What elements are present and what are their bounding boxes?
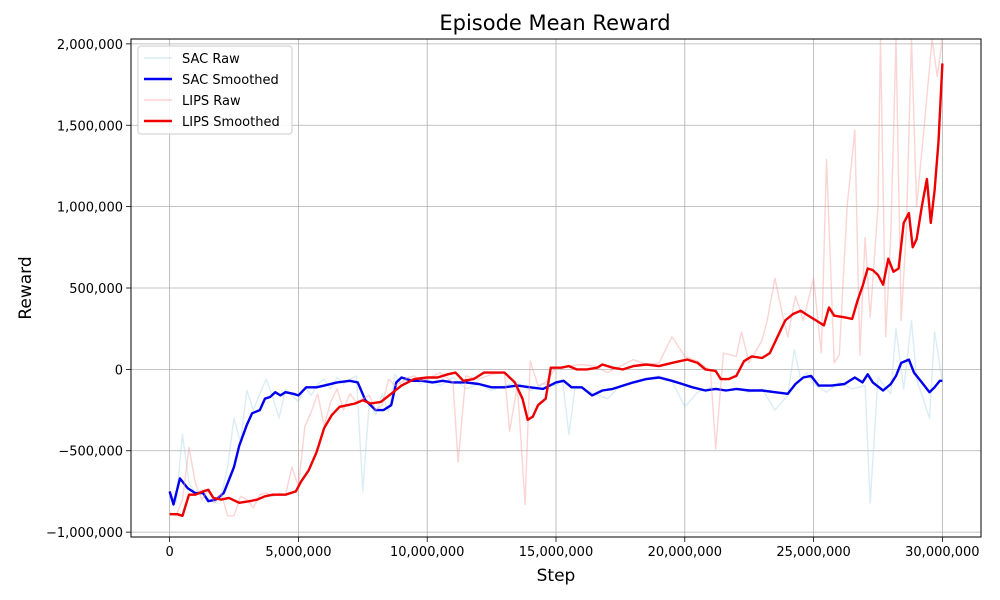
y-tick-label: 2,000,000: [57, 38, 123, 53]
legend-box: [137, 45, 293, 135]
x-tick-label: 25,000,000: [776, 545, 850, 560]
y-tick-label: −500,000: [58, 445, 123, 460]
legend-label: LIPS Smoothed: [182, 115, 280, 130]
legend-label: SAC Smoothed: [182, 73, 279, 88]
y-tick-label: 1,000,000: [57, 201, 123, 216]
legend: SAC Raw SAC Smoothed LIPS Raw LIPS Smoothed: [137, 45, 293, 135]
series-layer: [168, 39, 944, 517]
x-tick-label: 0: [165, 545, 173, 560]
legend-label: SAC Raw: [182, 52, 240, 67]
y-tick-label: −1,000,000: [46, 526, 123, 541]
y-axis-title: Reward: [16, 256, 36, 319]
series-line-sac-smoothed: [168, 358, 943, 506]
y-tick-label: 0: [115, 363, 123, 378]
x-tick-label: 5,000,000: [265, 545, 331, 560]
series-line-lips-smoothed: [169, 63, 944, 517]
y-tick-label: 500,000: [69, 282, 123, 297]
x-axis-title: Step: [537, 566, 576, 586]
legend-label: LIPS Raw: [182, 94, 241, 109]
grid-lines: [131, 39, 981, 537]
x-tick-label: 30,000,000: [905, 545, 979, 560]
x-tick-label: 10,000,000: [390, 545, 464, 560]
x-tick-label: 20,000,000: [648, 545, 722, 560]
x-tick-label: 15,000,000: [519, 545, 593, 560]
chart-title: Episode Mean Reward: [439, 11, 670, 35]
y-tick-label: 1,500,000: [57, 119, 123, 134]
axis-ticks: 0 5,000,000 10,000,000 15,000,000 20,000,000…: [46, 38, 980, 560]
